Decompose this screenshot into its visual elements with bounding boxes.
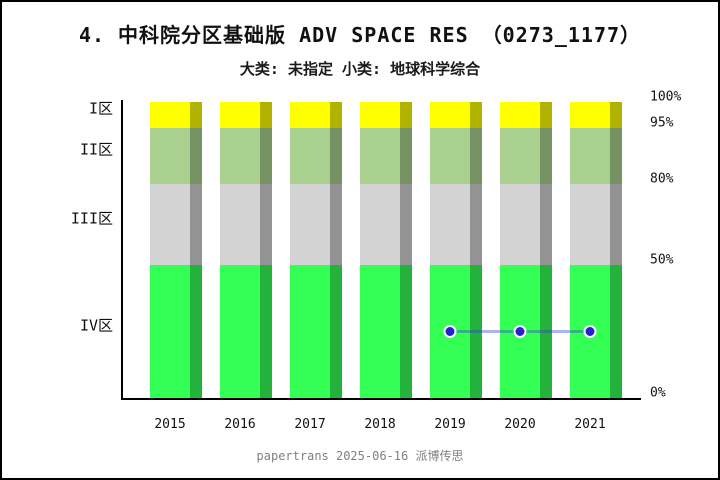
bar-segment-shadow-2019	[470, 128, 482, 184]
chart-title: 4. 中科院分区基础版 ADV SPACE RES （0273_1177）	[78, 23, 642, 47]
zone-label: I区	[88, 99, 113, 118]
bar-segment-shadow-2017	[330, 184, 342, 265]
bar-segment-shadow-2016	[260, 128, 272, 184]
footer-watermark: papertrans 2025-06-16 派博传思	[256, 449, 464, 463]
zone-label: III区	[70, 209, 113, 227]
bar-segment-shadow-2019	[470, 184, 482, 265]
zone-label: II区	[79, 140, 113, 159]
y-tick-label: 95%	[650, 115, 674, 131]
bar-segment-shadow-2020	[540, 184, 552, 265]
x-tick-label: 2017	[294, 417, 326, 432]
bar-segment-shadow-2018	[400, 265, 412, 398]
bar-segment-shadow-2015	[190, 128, 202, 184]
bar-segment-shadow-2021	[610, 128, 622, 184]
x-tick-label: 2020	[504, 417, 536, 432]
bar-segment-shadow-2017	[330, 102, 342, 128]
bar-segment-shadow-2016	[260, 102, 272, 128]
x-tick-label: 2015	[154, 417, 186, 432]
y-tick-label: 50%	[650, 252, 674, 268]
bar-segment-2015	[150, 102, 190, 128]
bar-segment-shadow-2017	[330, 128, 342, 184]
bar-segment-shadow-2021	[610, 265, 622, 398]
bar-segment-2020	[500, 128, 540, 184]
x-tick-label: 2021	[574, 417, 606, 432]
bar-segment-shadow-2015	[190, 184, 202, 265]
bar-segment-2021	[570, 128, 610, 184]
bar-segment-shadow-2016	[260, 184, 272, 265]
y-tick-label: 80%	[650, 171, 674, 187]
bar-segment-2017	[290, 184, 330, 265]
bar-segment-shadow-2016	[260, 265, 272, 398]
x-axis-line	[121, 398, 641, 400]
bar-segment-2019	[430, 102, 470, 128]
x-tick-label: 2018	[364, 417, 396, 432]
zone-label: IV区	[79, 316, 113, 334]
bar-segment-shadow-2021	[610, 102, 622, 128]
bar-segment-shadow-2018	[400, 128, 412, 184]
chart-subtitle: 大类: 未指定 小类: 地球科学综合	[239, 60, 481, 78]
bar-segment-2018	[360, 128, 400, 184]
y-axis-line	[121, 100, 123, 400]
trend-dot	[513, 325, 527, 338]
bar-segment-2019	[430, 128, 470, 184]
bar-segment-2020	[500, 102, 540, 128]
bar-segment-2015	[150, 265, 190, 398]
bar-segment-2017	[290, 128, 330, 184]
y-tick-label: 100%	[650, 89, 682, 105]
bar-segment-2018	[360, 265, 400, 398]
bar-segment-shadow-2017	[330, 265, 342, 398]
y-tick-label: 0%	[650, 385, 666, 401]
bar-segment-2017	[290, 265, 330, 398]
bar-segment-shadow-2015	[190, 102, 202, 128]
bar-segment-shadow-2018	[400, 184, 412, 265]
bar-segment-2016	[220, 128, 260, 184]
bar-segment-shadow-2019	[470, 265, 482, 398]
bar-segment-shadow-2021	[610, 184, 622, 265]
x-tick-label: 2019	[434, 417, 466, 432]
bar-segment-2016	[220, 184, 260, 265]
trend-dot	[443, 325, 457, 338]
bar-segment-2018	[360, 102, 400, 128]
trend-dot	[583, 325, 597, 338]
bar-segment-2021	[570, 102, 610, 128]
bar-segment-shadow-2015	[190, 265, 202, 398]
bar-segment-2016	[220, 265, 260, 398]
bar-segment-shadow-2019	[470, 102, 482, 128]
bar-segment-2015	[150, 184, 190, 265]
bar-segment-shadow-2020	[540, 265, 552, 398]
x-tick-label: 2016	[224, 417, 256, 432]
bar-segment-shadow-2018	[400, 102, 412, 128]
bar-segment-shadow-2020	[540, 128, 552, 184]
bar-segment-2018	[360, 184, 400, 265]
bar-segment-2019	[430, 184, 470, 265]
bar-segment-2020	[500, 184, 540, 265]
bar-segment-2021	[570, 184, 610, 265]
bar-segment-shadow-2020	[540, 102, 552, 128]
bar-segment-2015	[150, 128, 190, 184]
bar-segment-2016	[220, 102, 260, 128]
bar-segment-2017	[290, 102, 330, 128]
